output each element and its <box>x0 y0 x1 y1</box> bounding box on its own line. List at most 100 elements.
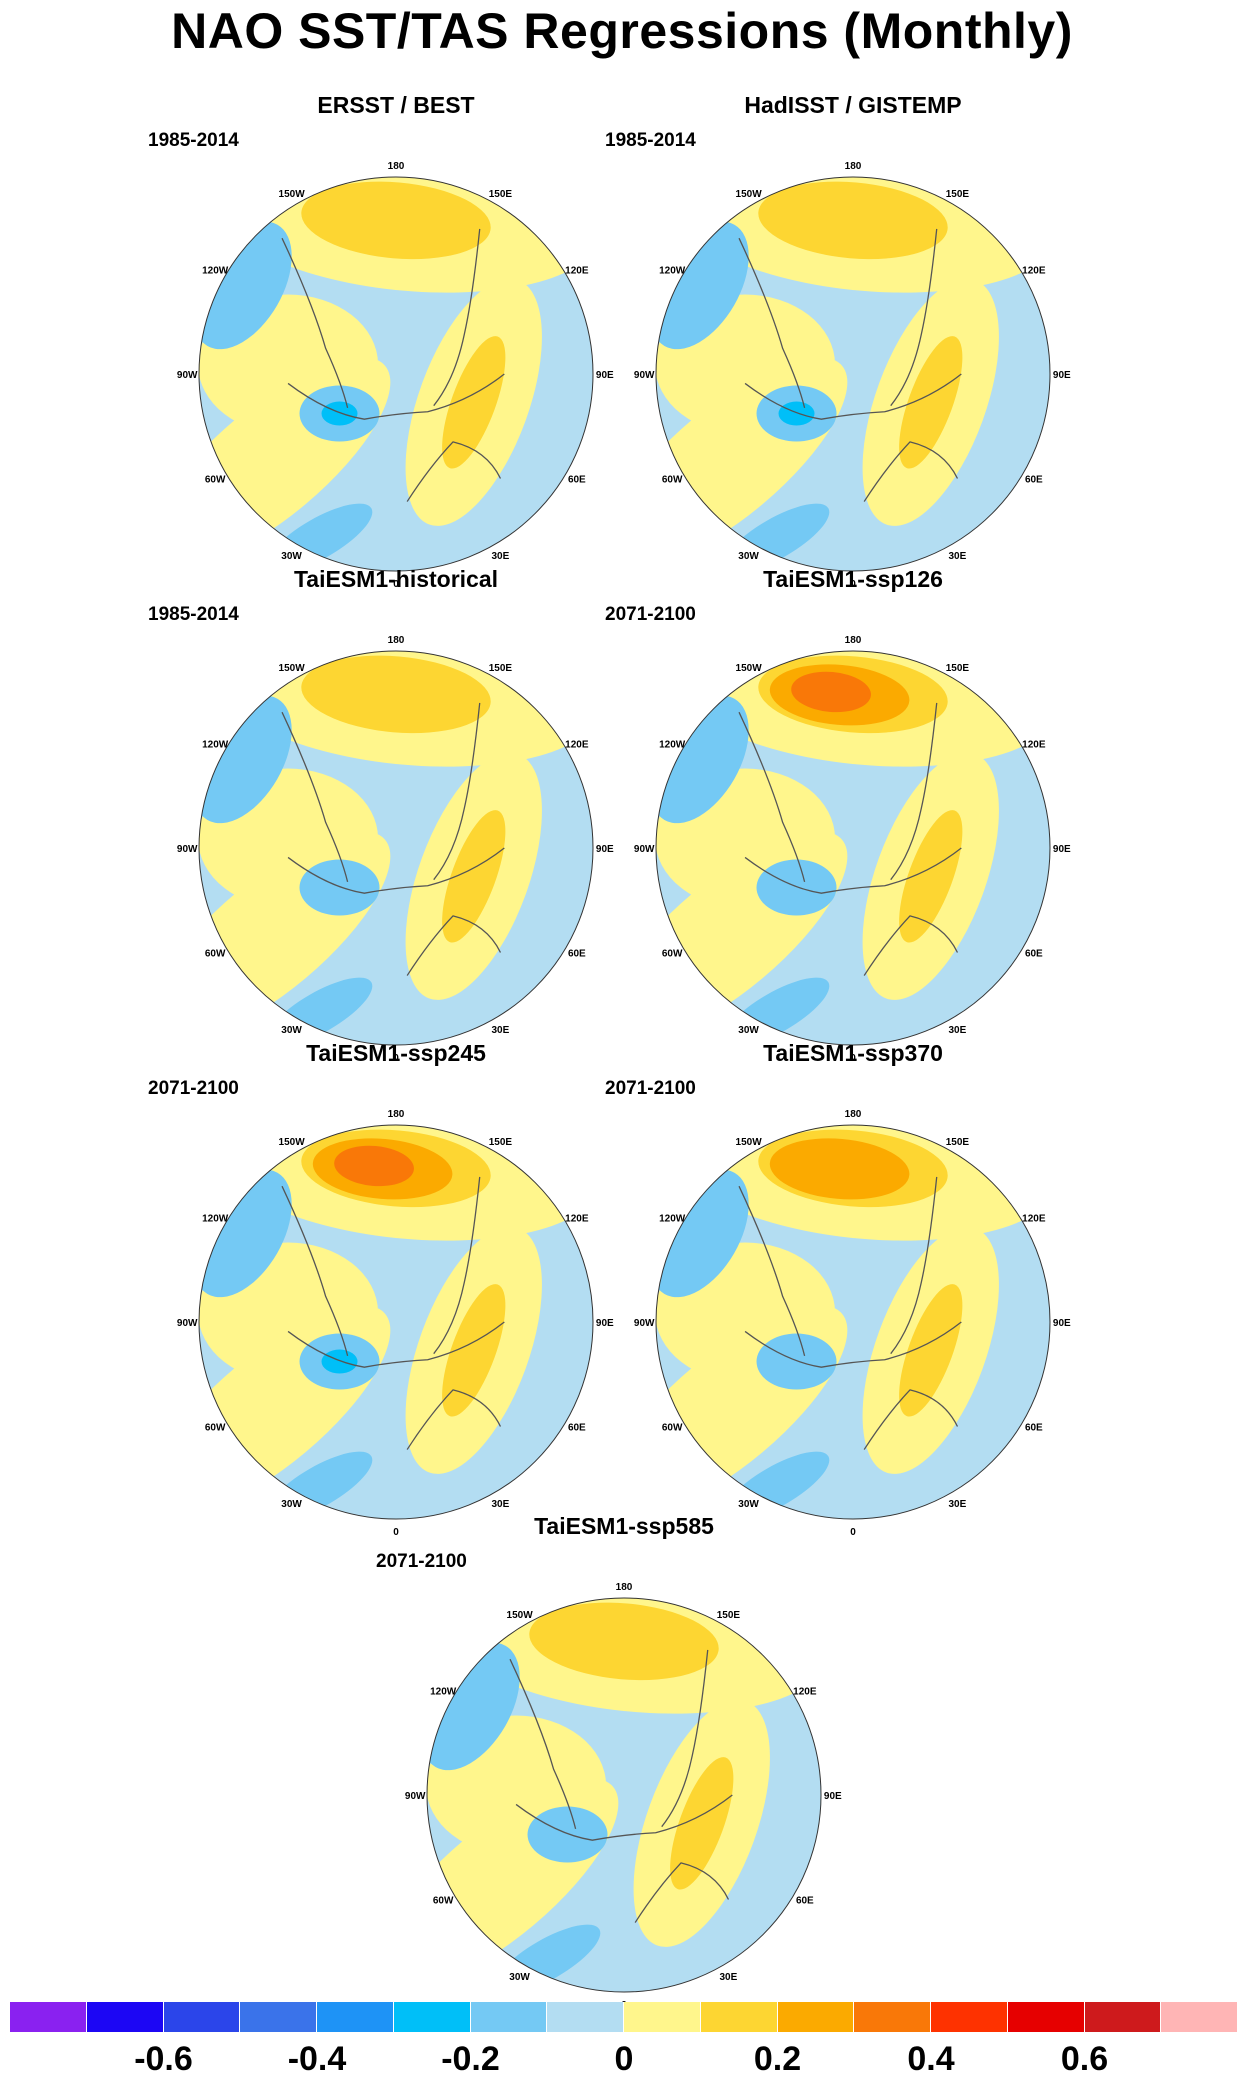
anomaly-region <box>756 859 837 916</box>
longitude-label: 30W <box>738 1499 759 1510</box>
longitude-label: 180 <box>845 635 862 646</box>
longitude-label: 0 <box>393 1527 399 1538</box>
colorbar-box <box>1084 2002 1162 2032</box>
panel-title: TaiESM1-ssp126 <box>763 566 943 592</box>
colorbar-tick-label: 0.4 <box>907 2040 955 2078</box>
longitude-label: 120E <box>1022 266 1046 277</box>
figure-title: NAO SST/TAS Regressions (Monthly) <box>171 3 1073 59</box>
longitude-label: 0 <box>393 579 399 590</box>
anomaly-region <box>670 1757 734 1890</box>
colorbar-box <box>777 2002 855 2032</box>
map-outline <box>198 176 594 572</box>
longitude-label: 90E <box>1053 844 1071 855</box>
longitude-label: 90W <box>177 1318 198 1329</box>
longitude-label: 90E <box>1053 1318 1071 1329</box>
colorbar-box <box>854 2002 931 2032</box>
longitude-label: 180 <box>388 161 405 172</box>
longitude-label: 30E <box>949 1499 967 1510</box>
colorbar-box <box>240 2002 317 2032</box>
colorbar-box <box>931 2002 1008 2032</box>
colorbar <box>10 2002 1238 2032</box>
longitude-label: 60W <box>662 948 683 959</box>
anomaly-region <box>334 1145 414 1187</box>
colorbar-box <box>10 2002 87 2032</box>
longitude-label: 90W <box>405 1791 426 1802</box>
coastlines <box>281 1176 505 1450</box>
longitude-label: 150E <box>489 189 513 200</box>
colorbar-box <box>700 2002 778 2032</box>
longitude-label: 30E <box>492 551 510 562</box>
longitude-label: 90E <box>596 370 614 381</box>
longitude-label: 120E <box>565 740 589 751</box>
map-outline <box>426 1597 822 1993</box>
longitude-label: 150W <box>507 1610 534 1621</box>
longitude-label: 180 <box>616 1582 633 1593</box>
longitude-label: 150W <box>736 1137 763 1148</box>
panel-period: 2071-2100 <box>376 1551 467 1572</box>
anomaly-region <box>769 1138 910 1200</box>
longitude-label: 120E <box>1022 740 1046 751</box>
anomaly-region <box>899 810 963 943</box>
map-panel: HadISST / GISTEMP 1985-2014 180 150E 120E 90E… <box>605 92 1137 590</box>
colorbar-tick-label: 0.2 <box>753 2040 802 2078</box>
map-panel: TaiESM1-ssp245 2071-2100 180 150E 120E 90E 60E… <box>148 1040 680 1538</box>
longitude-label: 90W <box>177 370 198 381</box>
anomaly-region <box>442 810 506 943</box>
map-outline <box>655 176 1051 572</box>
longitude-label: 0 <box>393 1053 399 1064</box>
colorbar-tick-label: -0.6 <box>134 2040 193 2078</box>
anomaly-region <box>299 859 380 916</box>
map-outline <box>655 650 1051 1046</box>
longitude-label: 90W <box>177 844 198 855</box>
panel-period: 1985-2014 <box>148 604 239 625</box>
longitude-label: 120W <box>659 1214 686 1225</box>
colorbar-box <box>547 2002 624 2032</box>
longitude-label: 90E <box>1053 370 1071 381</box>
panel-period: 1985-2014 <box>605 130 696 151</box>
longitude-label: 60W <box>205 948 226 959</box>
colorbar-box <box>1007 2002 1085 2032</box>
longitude-label: 120W <box>202 266 229 277</box>
colorbar-tick-label: -0.4 <box>287 2040 347 2078</box>
longitude-label: 90E <box>824 1791 842 1802</box>
longitude-label: 0 <box>850 579 856 590</box>
colorbar-box <box>624 2002 701 2032</box>
panel-title: HadISST / GISTEMP <box>744 92 962 118</box>
longitude-label: 60W <box>433 1895 454 1906</box>
longitude-label: 150W <box>736 663 763 674</box>
longitude-label: 60W <box>205 1422 226 1433</box>
longitude-label: 150W <box>279 1137 306 1148</box>
anomaly-region <box>301 655 491 734</box>
longitude-label: 150E <box>946 1137 970 1148</box>
longitude-label: 60W <box>205 474 226 485</box>
colorbar-box <box>163 2002 241 2032</box>
longitude-label: 120W <box>659 740 686 751</box>
panel-title: TaiESM1-historical <box>293 566 499 592</box>
longitude-label: 90W <box>634 370 655 381</box>
colorbar-box <box>1161 2002 1238 2032</box>
map-panel: TaiESM1-historical 1985-2014 180 150E 120E 90… <box>148 566 680 1064</box>
colorbar-box <box>86 2002 164 2032</box>
anomaly-region <box>301 181 491 260</box>
longitude-label: 60W <box>662 474 683 485</box>
colorbar-tick-label: -0.2 <box>441 2040 500 2078</box>
longitude-label: 30W <box>281 551 302 562</box>
map-outline <box>198 650 594 1046</box>
longitude-label: 30W <box>738 551 759 562</box>
anomaly-region <box>442 336 506 469</box>
coastlines <box>509 1649 733 1923</box>
longitude-label: 90E <box>596 844 614 855</box>
coastlines <box>738 1176 962 1450</box>
longitude-label: 150E <box>946 663 970 674</box>
longitude-label: 150E <box>489 1137 513 1148</box>
longitude-label: 60E <box>1025 948 1043 959</box>
map-outline <box>655 1124 1051 1520</box>
longitude-label: 150W <box>736 189 763 200</box>
anomaly-region <box>756 1333 837 1390</box>
longitude-label: 30E <box>720 1972 738 1983</box>
